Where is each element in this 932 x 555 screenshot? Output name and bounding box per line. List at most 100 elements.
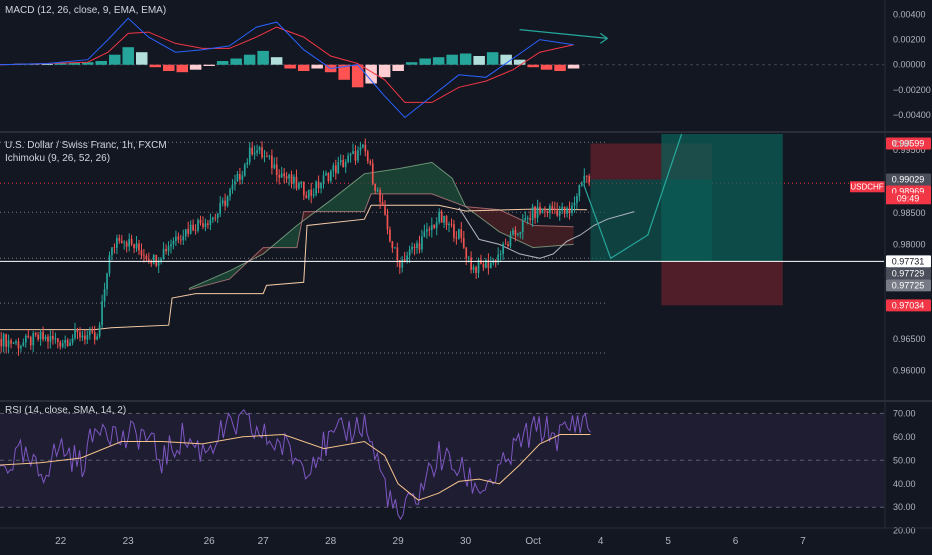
candle-body (12, 343, 15, 344)
candle-body (467, 257, 470, 259)
macd-histogram-bar (270, 57, 283, 65)
candle-body (152, 255, 155, 264)
candle-body (426, 229, 428, 232)
candle-body (576, 196, 578, 203)
candle-body (568, 208, 571, 213)
candle-body (202, 223, 204, 227)
macd-axis-tick: −0.00200 (893, 85, 931, 95)
macd-histogram-bar (41, 64, 53, 65)
candle-body (352, 151, 354, 154)
candle-body (15, 341, 17, 344)
candle-body (448, 223, 450, 226)
time-axis-tick: 7 (800, 536, 806, 547)
candle-body (487, 260, 490, 269)
candle-body (472, 267, 475, 270)
price-axis-tick: 0.98500 (893, 208, 926, 218)
candle-body (234, 181, 236, 185)
rsi-axis-tick: 40.00 (893, 479, 916, 489)
candle-body (182, 236, 185, 241)
price-pane[interactable] (0, 133, 884, 356)
macd-histogram-bar (446, 54, 458, 65)
candle-body (551, 205, 554, 209)
macd-line (0, 17, 574, 119)
candle-body (22, 342, 25, 347)
ichimoku-legend[interactable]: Ichimoku (9, 26, 52, 26) (5, 153, 110, 164)
candle-body (588, 176, 591, 183)
candle-body (342, 160, 344, 168)
candle-body (519, 232, 522, 235)
macd-histogram-bar (432, 57, 445, 65)
candle-body (135, 243, 138, 249)
candle-body (298, 183, 300, 189)
candle-body (553, 209, 556, 210)
chart-title[interactable]: U.S. Dollar / Swiss Franc, 1h, FXCM (5, 140, 167, 151)
macd-axis-tick: 0.00200 (893, 35, 926, 45)
rsi-legend[interactable]: RSI (14, close, SMA, 14, 2) (5, 405, 126, 416)
candle-body (47, 336, 49, 342)
candle-body (347, 155, 349, 162)
candle-body (453, 224, 455, 238)
candle-body (246, 162, 249, 165)
candle-body (561, 206, 563, 211)
macd-histogram-bar (68, 62, 80, 65)
candle-body (231, 184, 234, 190)
candle-body (283, 173, 285, 177)
candle-body (229, 189, 231, 197)
price-axis-tick: 0.99500 (893, 145, 926, 155)
rsi-pane[interactable] (0, 408, 884, 521)
long-position-target-zone[interactable] (661, 134, 783, 262)
candle-body (571, 205, 573, 213)
candle-body (64, 340, 66, 344)
macd-divergence-arrow[interactable] (519, 29, 608, 39)
candle-body (305, 195, 308, 199)
candle-body (558, 210, 561, 216)
candle-body (81, 335, 84, 338)
candle-body (20, 346, 22, 349)
macd-legend[interactable]: MACD (12, 26, close, 9, EMA, EMA) (5, 5, 166, 16)
candle-body (391, 241, 394, 248)
countdown-label: 09:49 (897, 193, 920, 203)
macd-histogram-bar (351, 64, 364, 88)
price-axis-layer[interactable]: 0.00400 0.00200 0.00000 −0.00200 −0.00400 0.9… (850, 10, 931, 536)
time-axis-tick: 22 (55, 536, 67, 547)
candle-body (25, 335, 27, 343)
candle-body (5, 334, 7, 347)
candle-body (327, 173, 330, 181)
candle-body (512, 230, 514, 235)
price-label: 0.97731 (892, 256, 925, 266)
candle-body (123, 242, 126, 244)
candle-body (130, 238, 133, 245)
projection-path[interactable] (583, 133, 683, 260)
candle-body (57, 338, 59, 343)
candle-body (155, 255, 158, 266)
candle-body (396, 247, 399, 261)
candle-body (96, 336, 98, 340)
long-position-stop-zone[interactable] (661, 261, 783, 306)
macd-histogram-bar (189, 64, 202, 70)
macd-histogram-bar (163, 64, 175, 71)
candle-body (133, 244, 135, 249)
candle-body (271, 155, 273, 169)
candle-body (317, 181, 320, 189)
candle-body (29, 337, 32, 346)
candle-body (406, 255, 408, 262)
macd-histogram-bar (176, 64, 188, 73)
currency-label: CHF (893, 139, 912, 149)
time-axis[interactable]: 22 23 26 27 28 29 30 Oct 4 5 6 7 (55, 536, 806, 547)
price-label-bg (886, 137, 931, 150)
candle-body (416, 243, 418, 248)
candle-body (103, 289, 106, 302)
candle-body (7, 340, 10, 347)
candle-body (521, 220, 524, 232)
macd-histogram-bar (500, 54, 512, 65)
macd-histogram-bar (473, 56, 485, 65)
candle-body (59, 342, 62, 347)
candle-body (69, 342, 71, 346)
candle-body (88, 330, 91, 336)
candle-body (585, 175, 588, 177)
macd-arrow-head (599, 32, 609, 44)
candle-body (248, 147, 251, 163)
macd-histogram-bar (527, 64, 539, 68)
macd-pane[interactable] (0, 17, 884, 119)
